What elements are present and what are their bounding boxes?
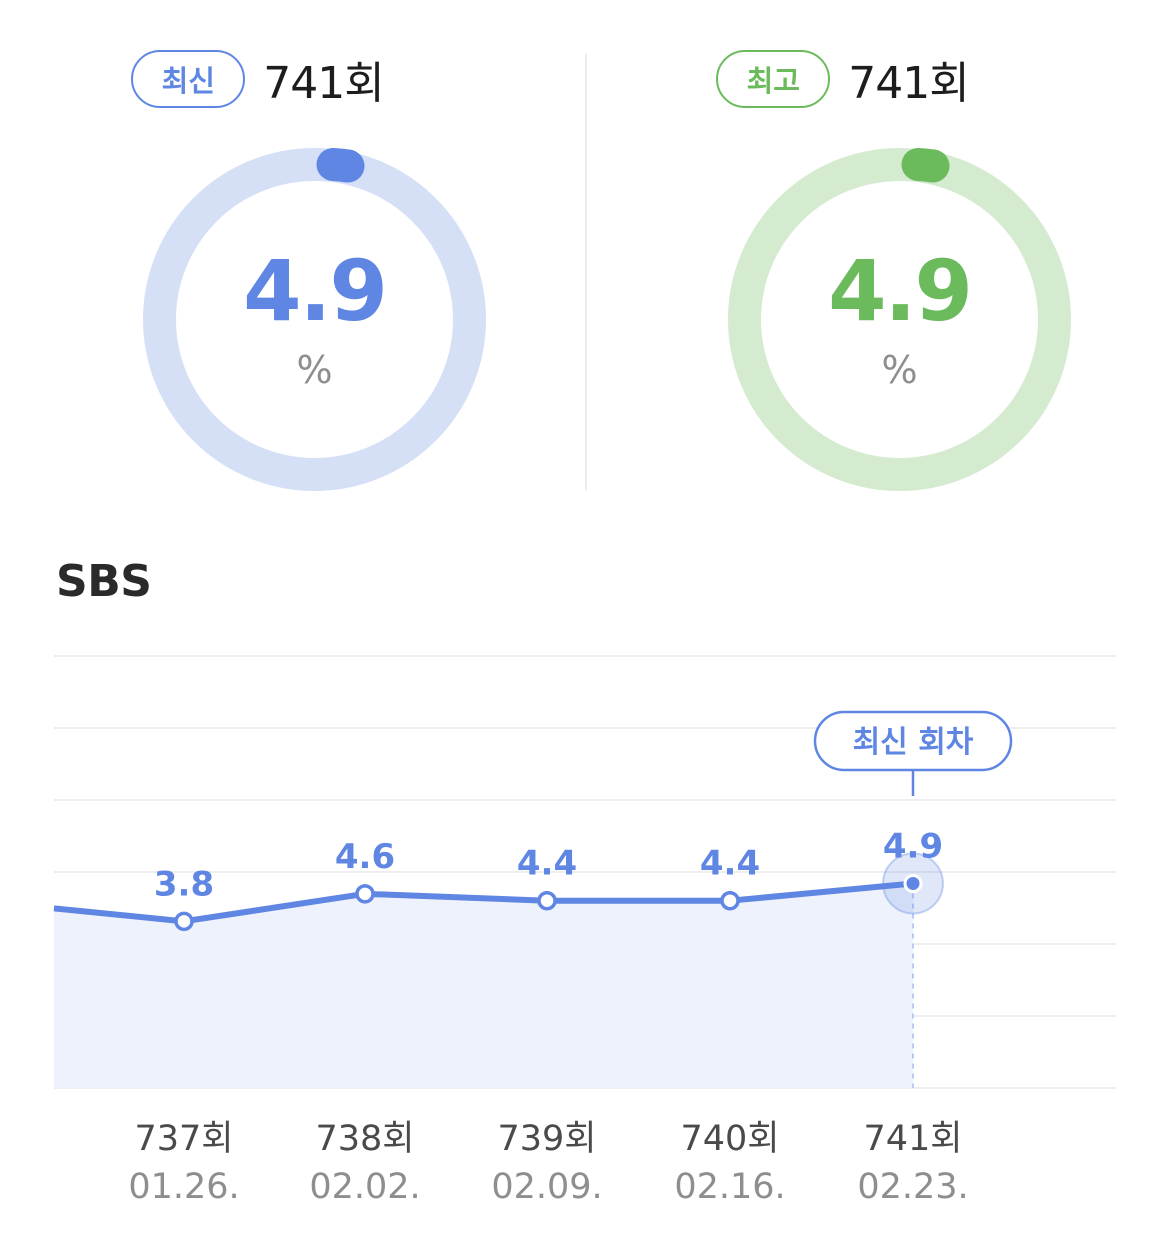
best-rating-value: 4.9	[828, 242, 973, 340]
latest-ring-track	[143, 148, 486, 491]
data-label: 4.4	[700, 844, 760, 884]
x-tick-episode: 738회	[315, 1119, 414, 1159]
data-label: 3.8	[154, 864, 214, 904]
latest-badge: 최신	[131, 50, 246, 108]
data-point	[174, 911, 194, 932]
latest-callout-label: 최신 회차	[853, 725, 974, 760]
best-episode-label: 741회	[848, 58, 969, 109]
card-divider	[585, 54, 587, 490]
latest-rating-ring: 4.9 %	[143, 148, 486, 491]
x-tick-episode: 739회	[497, 1119, 596, 1159]
data-label: 4.4	[517, 844, 577, 884]
data-point	[537, 890, 557, 911]
latest-ring-graphic	[143, 148, 486, 491]
x-tick-date: 02.09.	[491, 1167, 602, 1207]
area-fill	[54, 883, 913, 1088]
data-label: 4.6	[335, 837, 395, 877]
series-line	[53, 880, 914, 925]
x-tick-date: 02.16.	[674, 1167, 785, 1207]
best-episode-card: 최고 741회 4.9 %	[585, 0, 1170, 510]
x-tick-date: 01.26.	[128, 1167, 239, 1207]
best-card-header: 최고 741회	[585, 48, 1170, 110]
x-tick-episode: 737회	[134, 1119, 233, 1159]
x-tick-episode: 741회	[863, 1119, 962, 1159]
latest-episode-label: 741회	[263, 58, 384, 109]
data-point	[720, 890, 740, 911]
ratings-line-chart: 3.8 737회 01.26. 4.6 738회 02.02. 4.4 739회 02.09. 4…	[53, 655, 1116, 1207]
best-badge: 최고	[716, 50, 831, 108]
rating-summary: 최신 741회 4.9 % 최고 741회 4.9 %	[0, 0, 1170, 510]
x-tick-episode: 740회	[680, 1119, 779, 1159]
latest-ring-progress	[316, 148, 365, 183]
data-point-highlight	[903, 874, 923, 893]
x-tick-date: 02.23.	[857, 1167, 968, 1207]
section-title: SBS	[56, 556, 152, 607]
best-ring-graphic	[728, 148, 1071, 491]
latest-episode-card: 최신 741회 4.9 %	[0, 0, 585, 510]
latest-card-header: 최신 741회	[0, 48, 585, 110]
data-point	[355, 884, 375, 904]
best-ring-progress	[901, 148, 950, 183]
best-rating-ring: 4.9 %	[728, 148, 1071, 491]
latest-rating-value: 4.9	[243, 242, 388, 340]
best-ring-track	[728, 148, 1071, 491]
latest-rating-unit: %	[296, 348, 333, 392]
data-label: 4.9	[883, 827, 943, 867]
best-rating-unit: %	[881, 348, 918, 392]
x-tick-date: 02.02.	[309, 1167, 420, 1207]
